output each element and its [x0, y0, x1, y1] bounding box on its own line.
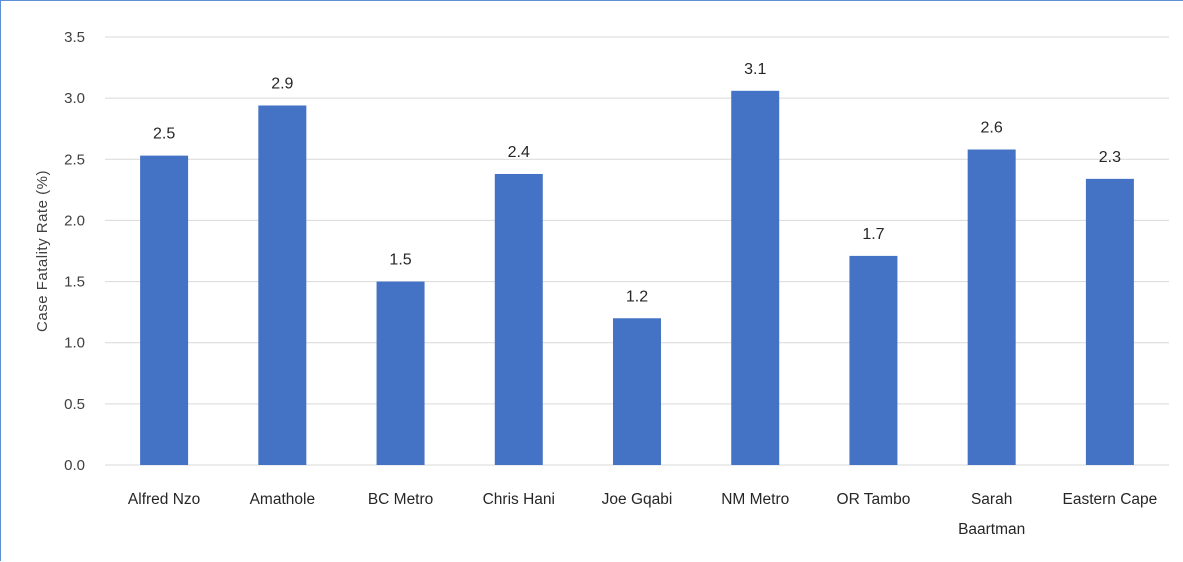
data-label: 2.9 [271, 75, 293, 92]
y-tick-label: 1.0 [64, 335, 85, 352]
x-axis-categories: Alfred Nzo Amathole BC Metro Chris Hani Joe … [128, 491, 1157, 538]
data-labels: 2.5 2.9 1.5 2.4 1.2 3.1 1.7 2.6 2.3 [153, 61, 1121, 305]
x-category-label: Chris Hani [483, 491, 555, 508]
x-category-label: Sarah Baartman [958, 491, 1025, 538]
data-label: 1.5 [389, 252, 411, 269]
y-axis-title: Case Fatality Rate (%) [34, 170, 51, 332]
x-category-label: Joe Gqabi [602, 491, 673, 508]
bar [258, 105, 307, 465]
data-label: 2.3 [1099, 149, 1121, 166]
y-axis-ticks: 0.0 0.5 1.0 1.5 2.0 2.5 3.0 3.5 [64, 29, 85, 474]
x-category-label: Eastern Cape [1062, 491, 1157, 508]
y-tick-label: 1.5 [64, 274, 85, 291]
y-tick-label: 0.5 [64, 396, 85, 413]
bars [140, 90, 1134, 466]
x-category-label: Alfred Nzo [128, 491, 200, 508]
bar [1085, 178, 1134, 465]
bar [967, 149, 1016, 465]
x-category-label: Amathole [250, 491, 315, 508]
y-tick-label: 2.5 [64, 151, 85, 168]
x-category-label: NM Metro [721, 491, 789, 508]
x-category-label: OR Tambo [837, 491, 911, 508]
bar [849, 255, 898, 465]
bar [731, 90, 780, 465]
bar [376, 281, 425, 465]
data-label: 1.2 [626, 288, 648, 305]
data-label: 1.7 [862, 226, 884, 243]
y-tick-label: 0.0 [64, 457, 85, 474]
y-tick-label: 3.5 [64, 29, 85, 46]
bar [613, 318, 661, 465]
bar [140, 155, 189, 466]
data-label: 3.1 [744, 61, 766, 78]
y-tick-label: 2.0 [64, 212, 85, 229]
data-label: 2.5 [153, 126, 175, 143]
data-label: 2.6 [981, 120, 1003, 137]
data-label: 2.4 [508, 144, 530, 161]
y-tick-label: 3.0 [64, 90, 85, 107]
bar [494, 173, 543, 465]
x-category-label: BC Metro [368, 491, 433, 508]
